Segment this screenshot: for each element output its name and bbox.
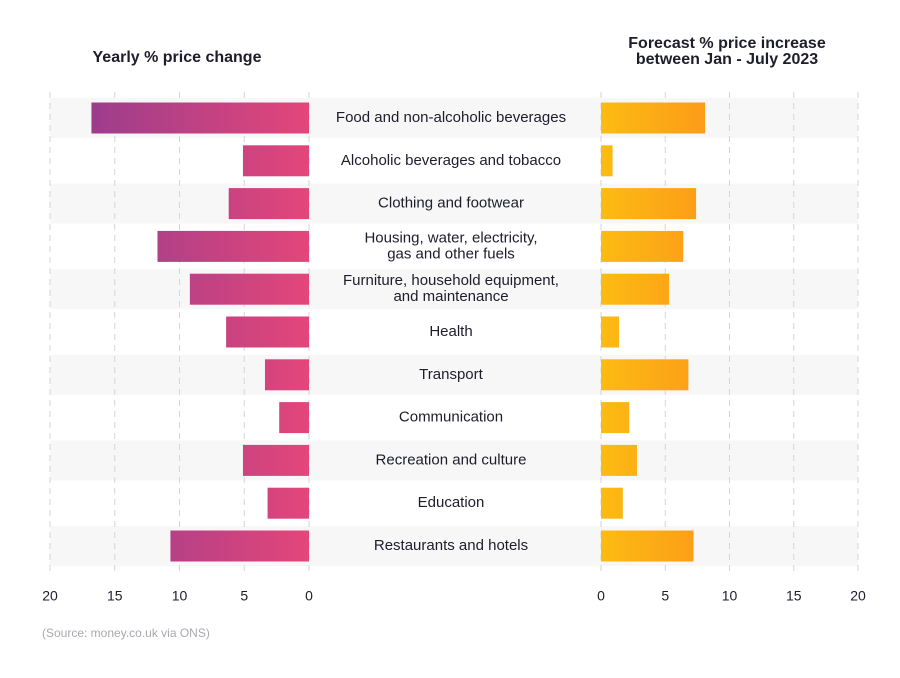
category-label: Recreation and culture [376,451,527,468]
bar [228,188,309,220]
bar [170,530,309,562]
x-tick-label: 20 [850,588,866,604]
bar [91,102,309,134]
x-tick-label: 10 [172,588,188,604]
bar [226,316,309,348]
bar [601,273,670,305]
x-tick-label: 5 [240,588,248,604]
bar [601,487,623,519]
category-label: Clothing and footwear [378,195,524,212]
category-label: Housing, water, electricity, gas and othe… [364,229,537,262]
x-tick-label: 20 [42,588,58,604]
x-tick-label: 0 [597,588,605,604]
row-band [50,354,858,395]
panel-title: Forecast % price increase between Jan - J… [628,35,826,68]
bar [242,145,309,177]
bar [601,316,619,348]
bar [601,145,613,177]
x-tick-label: 10 [722,588,738,604]
bar [601,402,630,434]
row-band [50,269,858,310]
bar [264,359,309,391]
category-label: Transport [419,366,483,383]
bar [157,230,309,262]
category-label: Restaurants and hotels [374,537,528,554]
source: (Source: money.co.uk via ONS) [42,626,210,640]
bar [242,444,309,476]
bar [601,530,694,562]
bar [601,188,697,220]
x-tick-label: 15 [107,588,123,604]
category-label: Furniture, household equipment, and maint… [343,272,559,305]
row-band [50,183,858,224]
bar [601,359,689,391]
bar [279,402,309,434]
bar [601,102,706,134]
category-label: Communication [399,409,503,426]
bar [267,487,309,519]
bar [601,444,637,476]
x-tick-label: 5 [661,588,669,604]
row-band [50,440,858,481]
panel-title: Yearly % price change [93,49,262,66]
category-label: Education [418,494,485,511]
category-label: Alcoholic beverages and tobacco [341,152,561,169]
category-label: Food and non-alcoholic beverages [336,109,566,126]
bar [601,230,684,262]
x-tick-label: 0 [305,588,313,604]
x-tick-label: 15 [786,588,802,604]
bar [189,273,309,305]
category-label: Health [429,323,472,340]
